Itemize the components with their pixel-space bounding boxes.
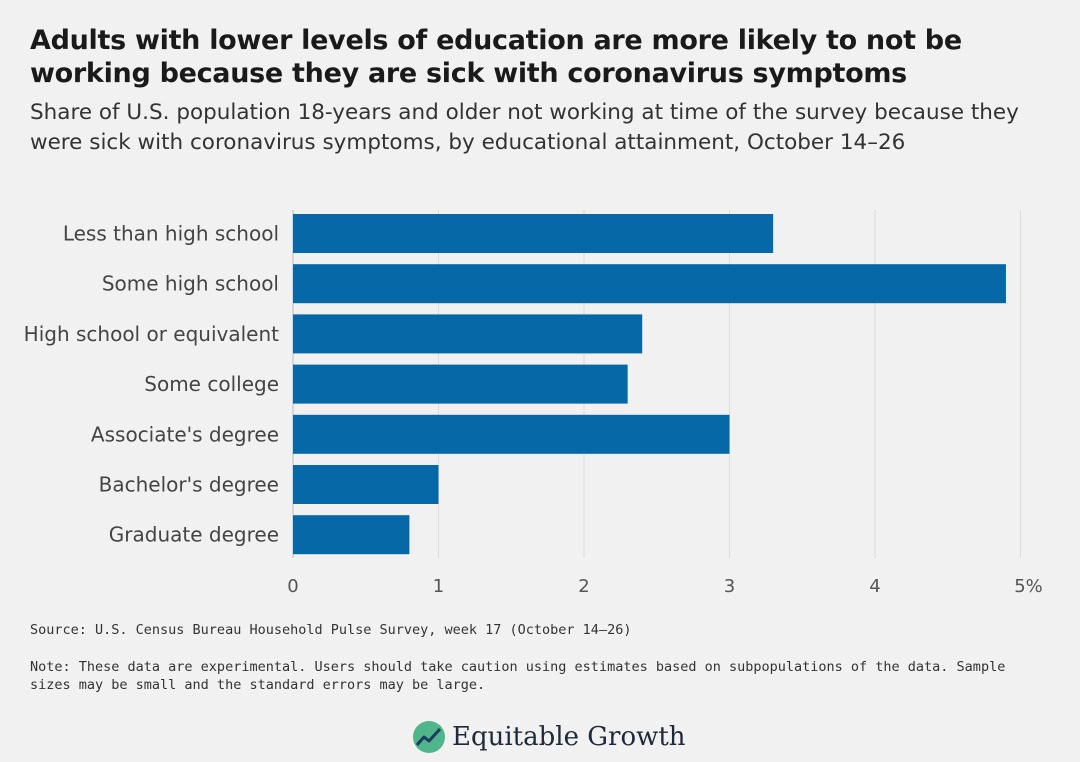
category-label: Graduate degree: [109, 523, 279, 547]
brand-logo: Equitable Growth: [412, 717, 686, 757]
category-label: Bachelor's degree: [99, 473, 279, 497]
bar: [293, 414, 730, 454]
x-tick-label: 4: [869, 576, 880, 597]
bar: [293, 465, 439, 504]
category-label: Less than high school: [63, 222, 279, 246]
bar: [293, 364, 628, 404]
disclaimer-note: Note: These data are experimental. Users…: [30, 659, 1006, 693]
bar: [293, 264, 1006, 304]
x-tick-label: 0: [287, 576, 298, 597]
brand-logo-text: Equitable Growth: [452, 722, 686, 752]
x-tick-label: 3: [724, 576, 735, 597]
x-tick-label: 5%: [1014, 576, 1043, 597]
bar: [293, 214, 774, 253]
category-label: Some high school: [102, 272, 279, 296]
chart-subtitle: Share of U.S. population 18-years and ol…: [30, 100, 1019, 155]
rising-line-circle-icon: [413, 721, 445, 753]
source-note: Source: U.S. Census Bureau Household Pul…: [30, 622, 632, 638]
bar-chart: Less than high school Some high school Hig…: [24, 210, 1043, 597]
category-label: Some college: [144, 372, 279, 396]
bar: [293, 314, 643, 354]
chart-title: Adults with lower levels of education ar…: [30, 25, 962, 89]
x-tick-label: 2: [578, 576, 589, 597]
x-tick-label: 1: [433, 576, 444, 597]
category-label: Associate's degree: [91, 422, 279, 446]
category-label: High school or equivalent: [24, 322, 279, 346]
bar: [293, 515, 410, 555]
